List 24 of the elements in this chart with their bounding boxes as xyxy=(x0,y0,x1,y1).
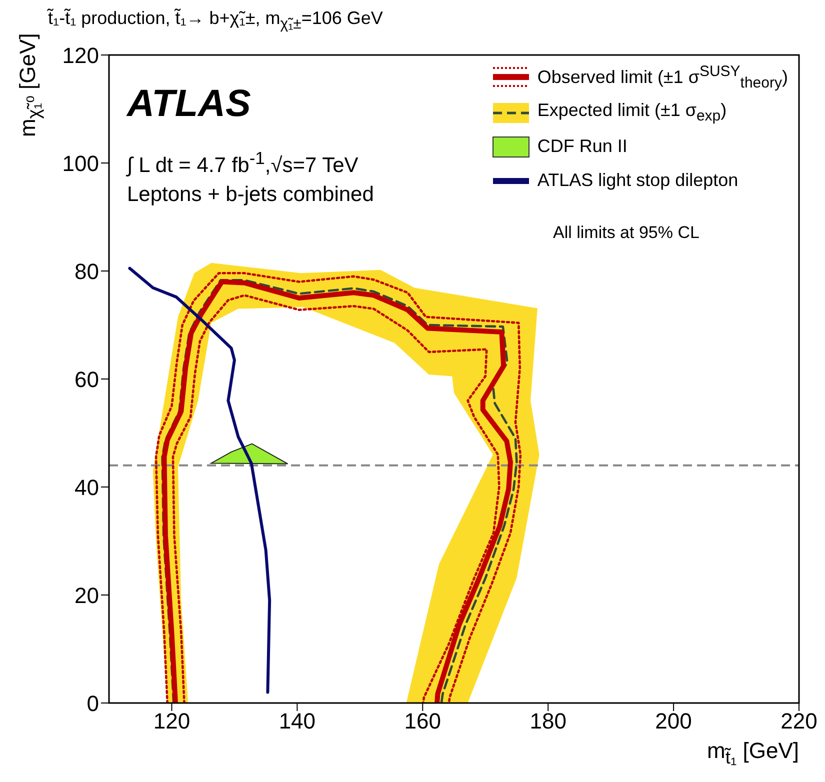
legend-label: CDF Run II xyxy=(537,136,628,158)
legend-label: ATLAS light stop dilepton xyxy=(537,170,738,192)
y-tick-label: 0 xyxy=(86,690,99,716)
y-tick-label: 80 xyxy=(74,258,99,284)
y-tick-label: 100 xyxy=(62,150,99,176)
legend-label: Observed limit (±1 σ$^{SUSY}$$_{theory}$) xyxy=(537,63,788,92)
y-tick-label: 20 xyxy=(74,582,99,608)
x-tick-label: 220 xyxy=(780,708,818,734)
x-axis-title: m$_{t̃₁}$ [GeV] xyxy=(707,738,799,768)
y-tick-label: 120 xyxy=(62,42,99,68)
line-series xyxy=(128,266,272,694)
x-tick-label: 200 xyxy=(655,708,692,734)
annotation: ATLAS xyxy=(127,83,251,126)
y-tick-label: 40 xyxy=(74,474,99,500)
annotation: Leptons + b-jets combined xyxy=(127,183,374,207)
chart-title: t̃₁-t̃₁ production, t̃₁→ b+χ̃₁±, m$_{χ̃₁±}$=106 GeV xyxy=(48,8,383,33)
x-tick-label: 160 xyxy=(404,708,441,734)
x-tick-label: 140 xyxy=(278,708,316,734)
y-tick-label: 60 xyxy=(74,366,99,392)
annotation: ∫ L dt = 4.7 fb$^{-1}$,√s=7 TeV xyxy=(127,148,358,178)
x-tick-label: 120 xyxy=(153,708,190,734)
x-tick-label: 180 xyxy=(530,708,566,734)
legend-label: Expected limit (±1 σ$_{exp}$) xyxy=(537,100,727,125)
annotation: All limits at 95% CL xyxy=(553,223,700,243)
